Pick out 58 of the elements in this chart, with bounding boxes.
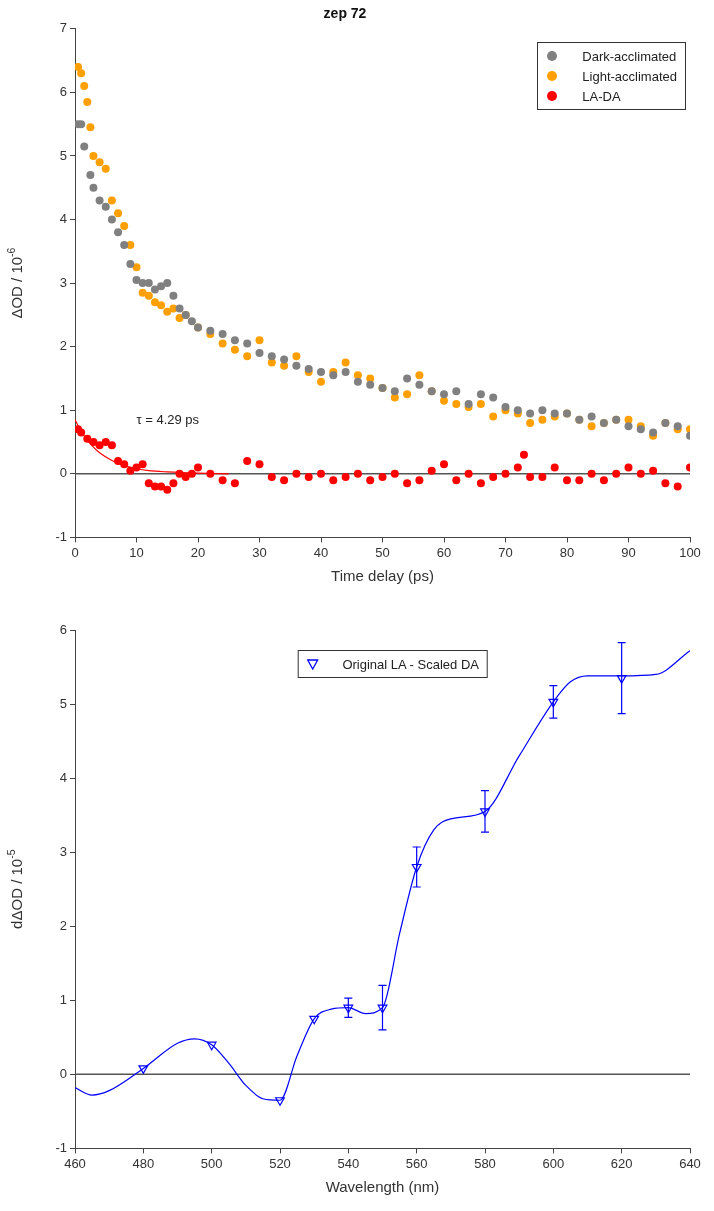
y-tick-label: 0: [59, 1065, 67, 1081]
y-tick-label: 4: [59, 211, 67, 227]
x-tick-label: 10: [129, 544, 144, 560]
x-tick-label: 30: [252, 544, 267, 560]
point: [480, 808, 490, 818]
y-tick-label: -1: [55, 528, 67, 544]
y-tick-label: 5: [59, 147, 67, 163]
x-tick-label: 60: [436, 544, 452, 560]
point: [275, 1097, 285, 1106]
x-axis-title: Wavelength (nm): [325, 1178, 440, 1196]
x-tick-label: 40: [313, 544, 329, 560]
x-tick-label: 460: [64, 1155, 86, 1171]
x-tick-label: 540: [337, 1155, 360, 1171]
y-tick-label: 6: [59, 83, 67, 99]
x-tick-label: 620: [610, 1155, 633, 1171]
x-tick-label: 500: [200, 1155, 223, 1171]
legend-label: Dark-acclimated: [582, 48, 677, 64]
y-tick-label: 2: [59, 917, 67, 933]
point: [309, 1015, 320, 1025]
y-tick-label: 5: [59, 695, 67, 711]
x-tick-label: 70: [498, 544, 513, 560]
x-tick-label: 640: [679, 1155, 701, 1171]
x-tick-label: 50: [375, 544, 390, 560]
y-tick-label: 2: [59, 338, 67, 354]
x-tick-label: 480: [132, 1155, 155, 1171]
x-tick-label: 580: [474, 1155, 496, 1171]
y-tick-label: 3: [59, 843, 67, 859]
x-axis-title: Time delay (ps): [331, 567, 434, 585]
point: [548, 698, 559, 708]
annotation: τ = 4.29 ps: [136, 412, 200, 427]
x-tick-label: 600: [542, 1155, 565, 1171]
legend-label: Light-acclimated: [582, 68, 677, 84]
point: [377, 1004, 388, 1014]
point: [206, 1041, 217, 1051]
y-axis-title: dΔOD / 10-5: [4, 849, 26, 929]
x-tick-label: 520: [269, 1155, 291, 1171]
x-tick-label: 0: [71, 544, 79, 560]
x-tick-label: 80: [559, 544, 575, 560]
chart-title: zep 72: [323, 5, 367, 22]
point: [411, 863, 422, 873]
y-tick-label: 4: [59, 769, 67, 785]
y-tick-label: -1: [55, 1139, 67, 1155]
y-tick-label: 1: [59, 401, 67, 417]
y-axis-title: ΔOD / 10-6: [4, 247, 26, 319]
point: [343, 1004, 354, 1014]
x-tick-label: 20: [190, 544, 206, 560]
y-tick-label: 0: [59, 465, 67, 481]
x-tick-label: 100: [679, 544, 701, 560]
x-tick-label: 90: [621, 544, 636, 560]
y-tick-label: 1: [59, 991, 67, 1007]
legend-label: LA-DA: [582, 88, 621, 104]
y-tick-label: 6: [59, 621, 67, 637]
legend-label: Original LA - Scaled DA: [342, 656, 479, 672]
point: [616, 675, 627, 684]
point: [138, 1065, 149, 1075]
y-tick-label: 3: [59, 274, 67, 290]
y-tick-label: 7: [59, 20, 67, 36]
x-tick-label: 560: [405, 1155, 428, 1171]
